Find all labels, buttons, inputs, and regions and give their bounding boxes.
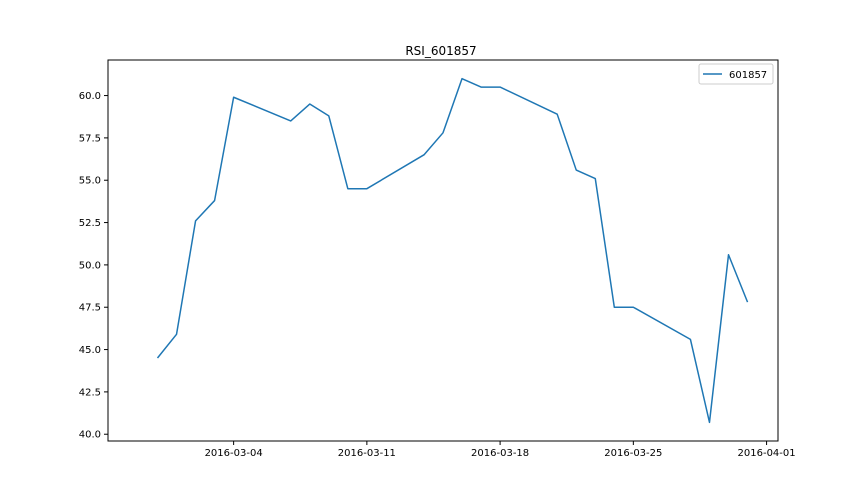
- legend-label: 601857: [729, 70, 767, 81]
- y-tick-label: 45.0: [79, 345, 101, 356]
- y-tick-label: 52.5: [79, 218, 101, 229]
- y-axis: 40.0 42.5 45.0 47.5 50.0 52.5 55.0 57.5 60.0: [79, 91, 108, 441]
- x-tick-label: 2016-03-25: [604, 448, 662, 459]
- chart-title: RSI_601857: [405, 44, 476, 58]
- y-tick-label: 57.5: [79, 133, 101, 144]
- x-tick-label: 2016-03-18: [471, 448, 529, 459]
- y-tick-label: 60.0: [79, 91, 101, 102]
- y-tick-label: 55.0: [79, 176, 101, 187]
- legend: 601857: [698, 63, 774, 85]
- x-axis: 2016-03-04 2016-03-11 2016-03-18 2016-03-25…: [205, 441, 796, 459]
- y-tick-label: 40.0: [79, 430, 101, 441]
- y-tick-label: 50.0: [79, 260, 101, 271]
- x-tick-label: 2016-03-11: [338, 448, 396, 459]
- x-tick-label: 2016-03-04: [205, 448, 263, 459]
- series-line-601857: [156, 77, 749, 424]
- x-tick-label: 2016-04-01: [738, 448, 796, 459]
- plot-area-frame: [107, 59, 779, 442]
- y-tick-label: 42.5: [79, 387, 101, 398]
- series-layer: [156, 77, 749, 424]
- legend-box: [698, 63, 774, 85]
- y-tick-label: 47.5: [79, 303, 101, 314]
